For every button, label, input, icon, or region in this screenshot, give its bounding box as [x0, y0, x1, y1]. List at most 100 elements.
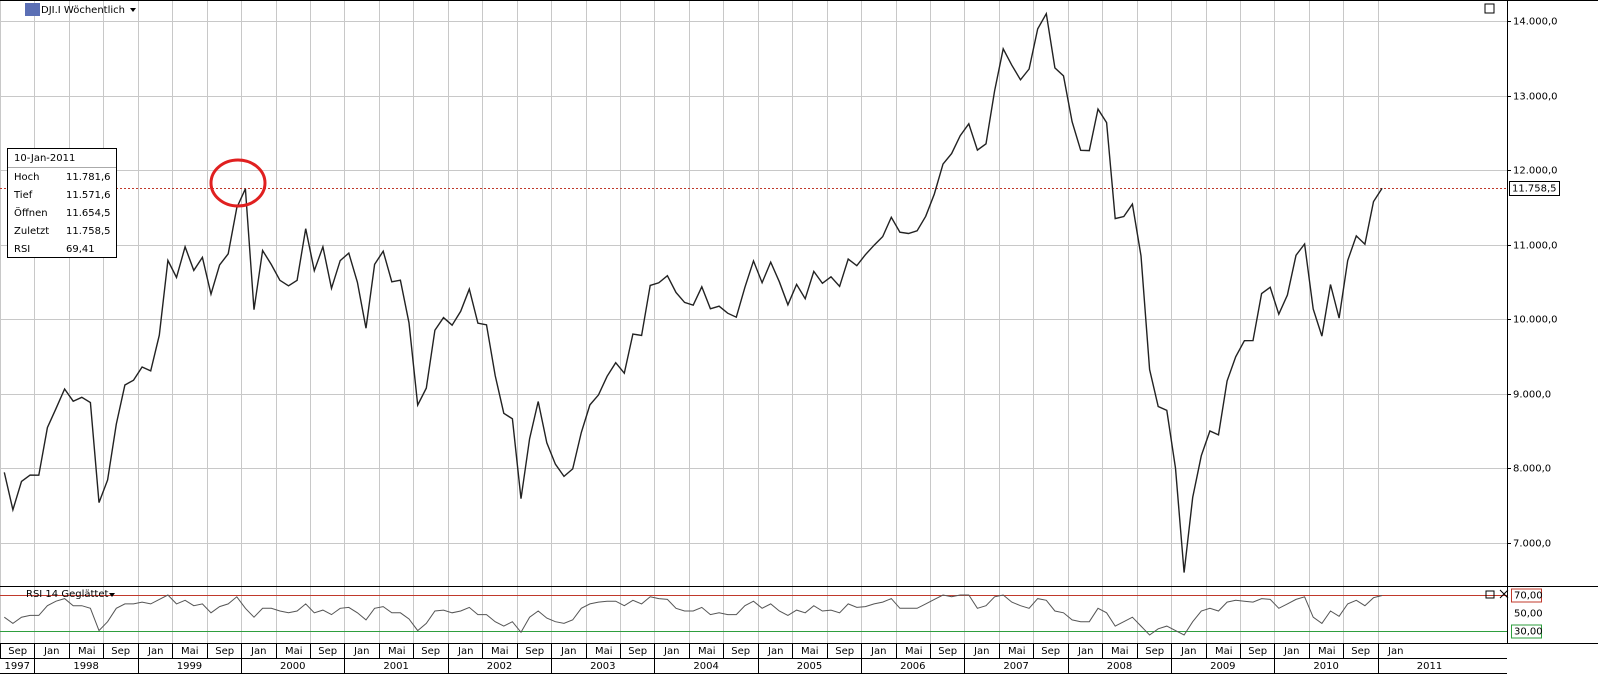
year-label: 2003 [590, 661, 615, 672]
year-label: 1998 [73, 661, 98, 672]
x-tick-label: Jan [663, 646, 679, 657]
x-tick-label: Sep [938, 646, 957, 657]
y-tick-label: 70,00 [1514, 591, 1543, 602]
x-tick-label: Sep [421, 646, 440, 657]
year-label: 2000 [280, 661, 305, 672]
y-tick-label: 9.000,0 [1513, 390, 1551, 401]
info-label: Hoch [14, 172, 39, 183]
symbol-selector[interactable]: DJI.I Wöchentlich [25, 3, 136, 16]
x-tick-label: Jan [1387, 646, 1403, 657]
year-label: 2007 [1003, 661, 1028, 672]
info-value: 11.758,5 [66, 226, 111, 237]
year-label: 1997 [4, 661, 29, 672]
x-tick-label: Jan [1283, 646, 1299, 657]
x-tick-label: Mai [181, 646, 199, 657]
x-tick-label: Sep [8, 646, 27, 657]
x-tick-label: Jan [43, 646, 59, 657]
year-label: 2004 [693, 661, 718, 672]
x-tick-label: Jan [1077, 646, 1093, 657]
year-label: 2011 [1417, 661, 1442, 672]
y-tick-label: 10.000,0 [1513, 315, 1558, 326]
info-label: Tief [13, 190, 33, 201]
info-value: 11.571,6 [66, 190, 111, 201]
x-tick-label: Sep [525, 646, 544, 657]
x-tick-label: Sep [1041, 646, 1060, 657]
x-tick-label: Mai [285, 646, 303, 657]
info-box: 10-Jan-2011 Hoch 11.781,6 Tief 11.571,6 … [7, 148, 117, 258]
dropdown-arrow [130, 8, 136, 12]
x-tick-label: Sep [628, 646, 647, 657]
year-label: 2006 [900, 661, 925, 672]
x-tick-label: Jan [973, 646, 989, 657]
maximize-button[interactable] [1485, 590, 1495, 599]
x-tick-label: Mai [595, 646, 613, 657]
year-label: 1999 [177, 661, 202, 672]
highlight-circle [209, 158, 267, 208]
y-tick-label: 7.000,0 [1513, 539, 1551, 550]
x-tick-label: Sep [835, 646, 854, 657]
x-tick-label: Mai [1111, 646, 1129, 657]
year-label: 2002 [487, 661, 512, 672]
last-price-label: 11.758,5 [1512, 184, 1557, 195]
x-tick-label: Mai [905, 646, 923, 657]
x-tick-label: Jan [457, 646, 473, 657]
info-label: Öffnen [14, 206, 48, 219]
x-tick-label: Jan [353, 646, 369, 657]
x-tick-label: Mai [698, 646, 716, 657]
x-tick-label: Mai [388, 646, 406, 657]
x-tick-label: Sep [1248, 646, 1267, 657]
x-tick-label: Mai [1215, 646, 1233, 657]
year-label: 2005 [797, 661, 822, 672]
info-date: 10-Jan-2011 [14, 153, 75, 164]
y-tick-label: 8.000,0 [1513, 464, 1551, 475]
info-value: 69,41 [66, 244, 95, 255]
series-line [3, 11, 1383, 573]
x-tick-label: Jan [147, 646, 163, 657]
plots: 11.758,5 [0, 11, 1560, 636]
year-label: 2009 [1210, 661, 1235, 672]
x-tick-label: Mai [491, 646, 509, 657]
x-tick-label: Sep [1351, 646, 1370, 657]
x-tick-label: Mai [1008, 646, 1026, 657]
x-tick-label: Mai [1318, 646, 1336, 657]
x-tick-label: Sep [1145, 646, 1164, 657]
info-label: RSI [14, 244, 30, 255]
y-tick-label: 11.000,0 [1513, 241, 1558, 252]
info-value: 11.781,6 [66, 172, 111, 183]
x-tick-label: Mai [801, 646, 819, 657]
rsi-tag [1511, 588, 1542, 603]
x-tick-label: Jan [560, 646, 576, 657]
rsi-tag [1511, 624, 1542, 639]
logo [25, 3, 40, 16]
year-label: 2001 [383, 661, 408, 672]
year-label: 2010 [1313, 661, 1338, 672]
y-tick-label: 50,00 [1514, 609, 1543, 620]
y-tick-label: 14.000,0 [1513, 17, 1558, 28]
info-value: 11.654,5 [66, 208, 111, 219]
y-tick-label: 30,00 [1514, 627, 1543, 638]
dropdown-arrow [109, 593, 115, 597]
x-tick-label: Sep [111, 646, 130, 657]
rsi-title[interactable]: RSI 14 Geglättet [26, 589, 108, 600]
grid: Sep Jan Mai Sep Jan Mai Sep Jan Mai Sep Jan Mai Sep J… [0, 1, 1558, 673]
x-tick-label: Jan [767, 646, 783, 657]
x-tick-label: Jan [250, 646, 266, 657]
last-price-tag [1509, 181, 1560, 196]
x-tick-label: Sep [731, 646, 750, 657]
maximize-button[interactable] [1484, 3, 1495, 14]
info-label: Zuletzt [14, 226, 49, 237]
x-tick-label: Mai [78, 646, 96, 657]
x-tick-label: Sep [215, 646, 234, 657]
year-label: 2008 [1107, 661, 1132, 672]
series-line [4, 594, 1383, 636]
info-box-frame [7, 148, 117, 258]
close-button[interactable] [1499, 589, 1509, 599]
x-tick-label: Jan [870, 646, 886, 657]
rsi-selector[interactable]: RSI 14 Geglättet [26, 589, 115, 600]
y-tick-label: 12.000,0 [1513, 166, 1558, 177]
x-tick-label: Sep [318, 646, 337, 657]
y-tick-label: 13.000,0 [1513, 92, 1558, 103]
symbol-label[interactable]: DJI.I Wöchentlich [41, 5, 125, 16]
